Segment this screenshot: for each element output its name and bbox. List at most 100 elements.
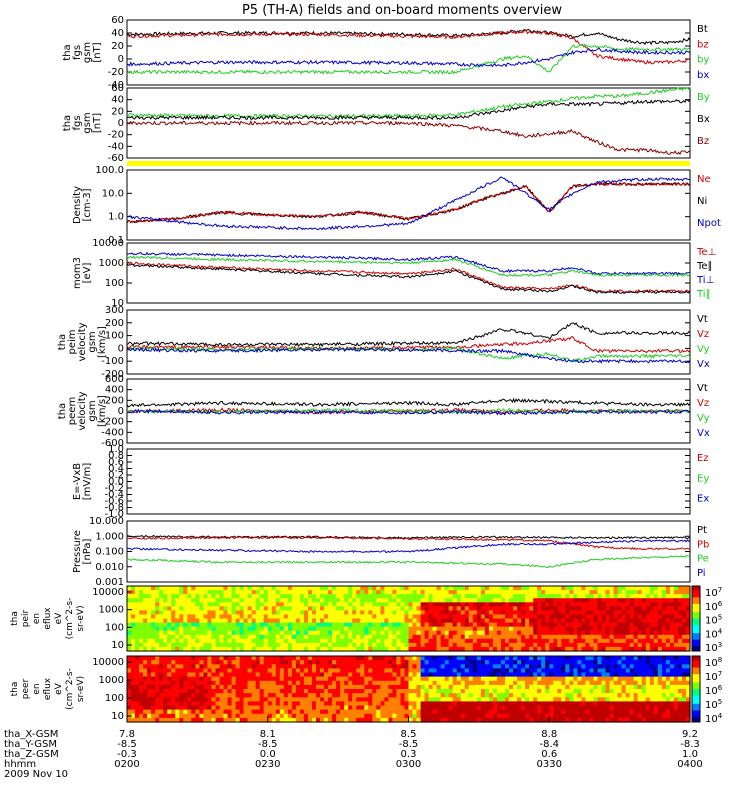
- spectrogram-cell: [384, 598, 389, 603]
- spectrogram-cell: [372, 656, 377, 661]
- spectrogram-cell: [509, 606, 514, 611]
- spectrogram-cell: [155, 697, 160, 702]
- spectrogram-cell: [537, 717, 542, 723]
- spectrogram-cell: [517, 598, 522, 603]
- spectrogram-cell: [605, 614, 611, 620]
- spectrogram-cell: [577, 646, 582, 652]
- spectrogram-cell: [484, 622, 490, 628]
- spectrogram-cell: [364, 598, 369, 603]
- spectrogram-cell: [404, 646, 410, 652]
- spectrogram-cell: [484, 680, 490, 686]
- spectrogram-cell: [625, 638, 631, 644]
- spectrogram-cell: [420, 622, 426, 628]
- spectrogram-cell: [492, 680, 498, 686]
- spectrogram-cell: [376, 626, 381, 632]
- spectrogram-cell: [416, 684, 422, 690]
- spectrogram-cell: [235, 618, 241, 624]
- spectrogram-cell: [344, 642, 349, 648]
- spectrogram-cell: [316, 622, 321, 628]
- spectrogram-cell: [641, 701, 647, 707]
- spectrogram-cell: [677, 689, 683, 694]
- spectrogram-cell: [299, 709, 305, 715]
- colorbar-label: 105: [705, 614, 722, 627]
- spectrogram-cell: [561, 689, 566, 694]
- spectrogram-cell: [312, 618, 317, 624]
- spectrogram-cell: [368, 590, 373, 595]
- spectrogram-cell: [456, 606, 462, 611]
- spectrogram-cell: [601, 626, 607, 632]
- spectrogram-cell: [328, 689, 333, 694]
- spectrogram-cell: [673, 622, 679, 628]
- spectrogram-cell: [316, 689, 321, 694]
- spectrogram-cell: [440, 684, 446, 690]
- spectrogram-cell: [279, 656, 285, 661]
- spectrogram-cell: [207, 606, 212, 611]
- spectrogram-cell: [448, 626, 454, 632]
- spectrogram-cell: [617, 642, 623, 648]
- spectrogram-cell: [295, 697, 301, 702]
- spectrogram-cell: [436, 630, 442, 636]
- spectrogram-cell: [340, 684, 345, 690]
- spectrogram-cell: [259, 684, 265, 690]
- spectrogram-cell: [468, 697, 474, 702]
- spectrogram-cell: [143, 618, 148, 624]
- spectrogram-cell: [529, 622, 534, 628]
- spectrogram-cell: [686, 709, 691, 715]
- spectrogram-cell: [167, 590, 172, 595]
- spectrogram-cell: [163, 618, 168, 624]
- spectrogram-cell: [569, 684, 574, 690]
- spectrogram-cell: [171, 705, 176, 711]
- spectrogram-cell: [521, 638, 526, 644]
- spectrogram-cell: [167, 684, 172, 690]
- spectrogram-cell: [336, 638, 341, 644]
- spectrogram-cell: [517, 664, 522, 669]
- spectrogram-cell: [665, 656, 671, 661]
- spectrogram-cell: [597, 668, 603, 674]
- spectrogram-cell: [641, 606, 647, 611]
- spectrogram-cell: [291, 586, 297, 591]
- spectrogram-cell: [589, 680, 595, 686]
- spectrogram-cell: [147, 668, 152, 674]
- spectrogram-cell: [589, 626, 595, 632]
- spectrogram-cell: [336, 717, 341, 723]
- spectrogram-cell: [537, 606, 542, 611]
- spectrogram-cell: [661, 713, 667, 719]
- spectrogram-cell: [308, 660, 313, 665]
- spectrogram-cell: [368, 586, 373, 591]
- y-axis-label: eV: [54, 612, 64, 625]
- colorbar-cell: [692, 679, 700, 682]
- spectrogram-cell: [529, 638, 534, 644]
- spectrogram-cell: [227, 664, 233, 669]
- spectrogram-cell: [303, 622, 309, 628]
- spectrogram-cell: [537, 618, 542, 624]
- spectrogram-cell: [388, 697, 393, 702]
- spectrogram-cell: [549, 713, 554, 719]
- legend-entry: Te∥: [696, 261, 713, 272]
- spectrogram-cell: [601, 668, 607, 674]
- y-tick-label: 10: [111, 711, 124, 722]
- spectrogram-cell: [195, 693, 200, 698]
- spectrogram-cell: [247, 672, 253, 678]
- spectrogram-cell: [440, 646, 446, 652]
- spectrogram-cell: [287, 590, 293, 595]
- spectrogram-cell: [312, 689, 317, 694]
- spectrogram-cell: [287, 689, 293, 694]
- spectrogram-cell: [585, 664, 590, 669]
- spectrogram-cell: [428, 606, 434, 611]
- spectrogram-cell: [171, 630, 176, 636]
- spectrogram-cell: [396, 638, 401, 644]
- spectrogram-cell: [452, 664, 458, 669]
- spectrogram-cell: [211, 693, 216, 698]
- series-line-bx: [126, 47, 691, 68]
- spectrogram-cell: [581, 656, 586, 661]
- spectrogram-cell: [682, 586, 687, 591]
- spectrogram-cell: [199, 594, 204, 599]
- spectrogram-cell: [215, 646, 221, 652]
- spectrogram-cell: [686, 642, 691, 648]
- spectrogram-cell: [641, 676, 647, 682]
- spectrogram-cell: [501, 646, 506, 652]
- spectrogram-cell: [219, 660, 225, 665]
- spectrogram-cell: [637, 614, 643, 620]
- spectrogram-cell: [187, 676, 192, 682]
- spectrogram-cell: [139, 614, 144, 620]
